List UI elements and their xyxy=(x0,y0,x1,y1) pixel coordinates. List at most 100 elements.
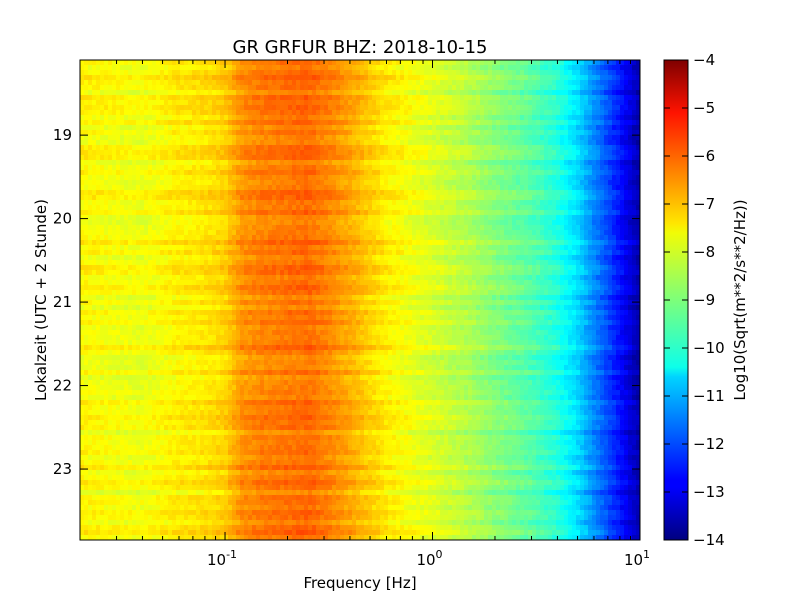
heatmap-cell xyxy=(336,190,341,196)
heatmap-cell xyxy=(428,90,433,96)
heatmap-cell xyxy=(372,110,377,116)
heatmap-cell xyxy=(116,135,121,141)
heatmap-cell xyxy=(236,60,241,66)
heatmap-cell xyxy=(448,60,453,66)
heatmap-cell xyxy=(500,105,505,111)
heatmap-cell xyxy=(468,70,473,76)
heatmap-cell xyxy=(224,65,229,71)
heatmap-cell xyxy=(264,205,269,211)
heatmap-cell xyxy=(232,165,237,171)
heatmap-cell xyxy=(444,80,449,86)
heatmap-cell xyxy=(524,65,529,71)
heatmap-cell xyxy=(388,205,393,211)
heatmap-cell xyxy=(176,60,181,66)
heatmap-cell xyxy=(232,85,237,91)
heatmap-cell xyxy=(112,100,117,106)
heatmap-cell xyxy=(260,85,265,91)
heatmap-cell xyxy=(208,100,213,106)
heatmap-cell xyxy=(520,120,525,126)
heatmap-cell xyxy=(492,190,497,196)
heatmap-cell xyxy=(268,205,273,211)
heatmap-cell xyxy=(472,130,477,136)
heatmap-cell xyxy=(636,195,640,201)
heatmap-cell xyxy=(156,110,161,116)
heatmap-cell xyxy=(620,65,625,71)
heatmap-cell xyxy=(224,60,229,66)
heatmap-cell xyxy=(512,230,517,236)
heatmap-cell xyxy=(352,100,357,106)
heatmap-cell xyxy=(308,180,313,186)
heatmap-cell xyxy=(268,120,273,126)
heatmap-cell xyxy=(296,80,301,86)
heatmap-cell xyxy=(164,215,169,221)
heatmap-cell xyxy=(100,145,105,151)
heatmap-cell xyxy=(632,140,637,146)
heatmap-cell xyxy=(264,200,269,206)
heatmap-cell xyxy=(252,165,257,171)
heatmap-cell xyxy=(276,60,281,66)
heatmap-cell xyxy=(120,210,125,216)
heatmap-cell xyxy=(412,85,417,91)
heatmap-cell xyxy=(520,135,525,141)
heatmap-cell xyxy=(188,225,193,231)
heatmap-cell xyxy=(628,200,633,206)
heatmap-cell xyxy=(416,210,421,216)
heatmap-cell xyxy=(200,215,205,221)
heatmap-cell xyxy=(104,115,109,121)
heatmap-cell xyxy=(208,205,213,211)
heatmap-cell xyxy=(536,70,541,76)
heatmap-cell xyxy=(600,175,605,181)
heatmap-cell xyxy=(180,140,185,146)
heatmap-cell xyxy=(184,65,189,71)
heatmap-cell xyxy=(508,165,513,171)
heatmap-cell xyxy=(296,175,301,181)
heatmap-cell xyxy=(96,80,101,86)
heatmap-cell xyxy=(240,140,245,146)
heatmap-cell xyxy=(500,200,505,206)
heatmap-cell xyxy=(416,105,421,111)
heatmap-cell xyxy=(132,140,137,146)
heatmap-cell xyxy=(164,120,169,126)
heatmap-cell xyxy=(540,125,545,131)
heatmap-cell xyxy=(372,120,377,126)
heatmap-cell xyxy=(228,115,233,121)
heatmap-cell xyxy=(284,125,289,131)
heatmap-cell xyxy=(592,80,597,86)
heatmap-cell xyxy=(420,75,425,81)
heatmap-cell xyxy=(264,105,269,111)
heatmap-cell xyxy=(136,205,141,211)
heatmap-cell xyxy=(536,205,541,211)
heatmap-cell xyxy=(296,100,301,106)
heatmap-cell xyxy=(528,180,533,186)
heatmap-cell xyxy=(588,150,593,156)
heatmap-cell xyxy=(284,65,289,71)
heatmap-cell xyxy=(108,140,113,146)
heatmap-cell xyxy=(508,120,513,126)
heatmap-cell xyxy=(240,170,245,176)
heatmap-cell xyxy=(432,170,437,176)
heatmap-cell xyxy=(140,185,145,191)
heatmap-cell xyxy=(256,235,261,241)
heatmap-cell xyxy=(496,200,501,206)
heatmap-cell xyxy=(124,215,129,221)
heatmap-cell xyxy=(252,80,257,86)
heatmap-cell xyxy=(208,215,213,221)
heatmap-cell xyxy=(224,100,229,106)
heatmap-cell xyxy=(304,100,309,106)
heatmap-cell xyxy=(496,160,501,166)
heatmap-cell xyxy=(148,70,153,76)
heatmap-cell xyxy=(284,235,289,241)
heatmap-cell xyxy=(92,175,97,181)
heatmap-cell xyxy=(188,65,193,71)
heatmap-cell xyxy=(360,210,365,216)
heatmap-cell xyxy=(480,170,485,176)
heatmap-cell xyxy=(444,125,449,131)
heatmap-cell xyxy=(432,145,437,151)
heatmap-cell xyxy=(580,125,585,131)
heatmap-cell xyxy=(624,230,629,236)
heatmap-cell xyxy=(456,235,461,241)
heatmap-cell xyxy=(596,110,601,116)
heatmap-cell xyxy=(548,70,553,76)
heatmap-cell xyxy=(92,155,97,161)
heatmap-cell xyxy=(128,65,133,71)
